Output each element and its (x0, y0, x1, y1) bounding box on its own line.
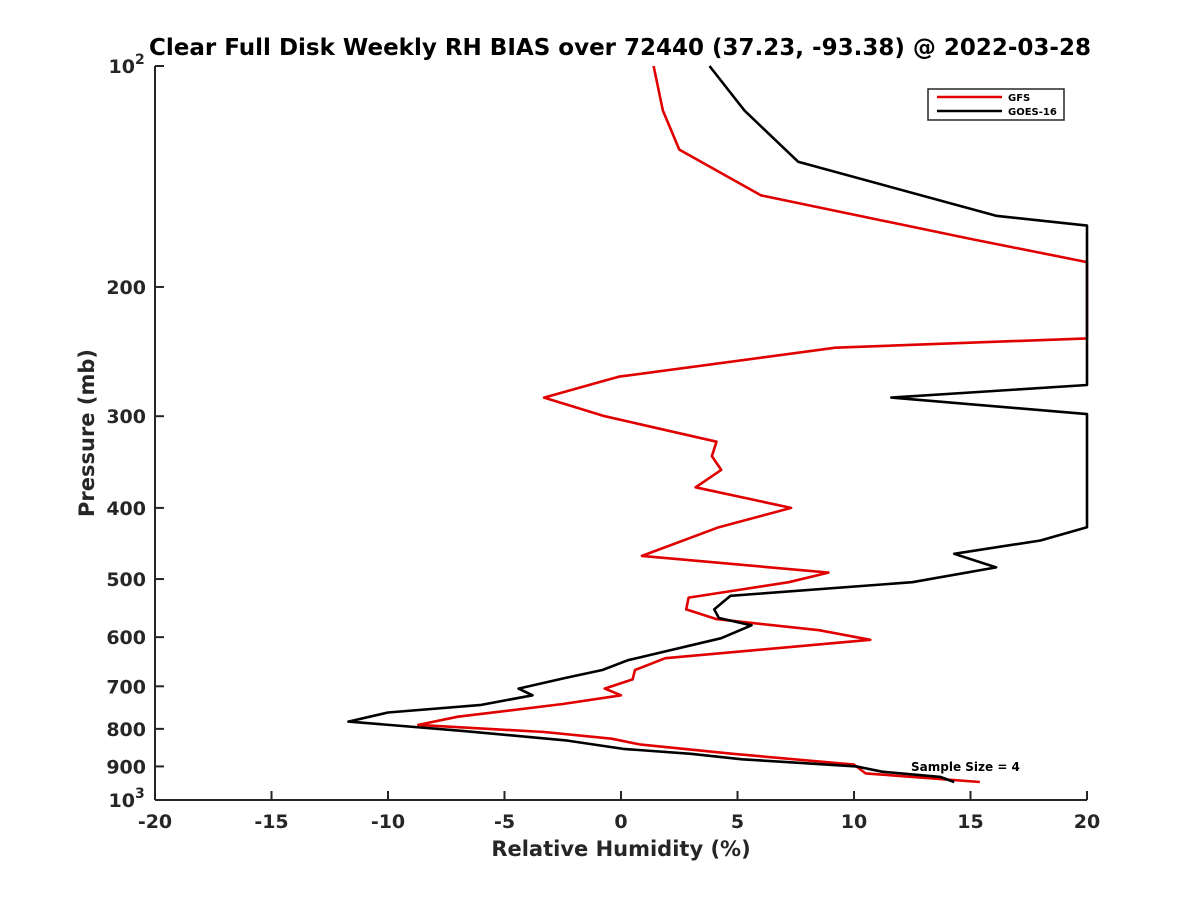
x-tick-label: 0 (614, 811, 627, 833)
series-line-gfs (416, 65, 1089, 784)
legend: GFS GOES-16 (927, 88, 1065, 121)
y-axis-label: Pressure (mb) (75, 349, 99, 517)
y-tick-label: 800 (106, 719, 146, 741)
y-tick-label: 200 (106, 277, 146, 299)
y-tick-label: 10 2 (109, 52, 145, 78)
x-tick-label: 5 (731, 811, 744, 833)
legend-label-goes-16: GOES-16 (1008, 107, 1057, 118)
y-tick-label-base: 10 (109, 56, 135, 78)
y-tick-label: 300 (106, 406, 146, 428)
plot-area: -20 -15 -10 -5 0 5 10 15 20 10 220030040050060070… (106, 52, 1100, 833)
x-axis-label: Relative Humidity (%) (491, 837, 750, 861)
x-tick-label: -5 (494, 811, 515, 833)
y-tick-label: 700 (106, 676, 146, 698)
y-tick-label: 400 (106, 498, 146, 520)
x-tick-label: -15 (254, 811, 288, 833)
series-layer (347, 65, 1089, 784)
legend-label-gfs: GFS (1008, 93, 1030, 104)
x-tick-label: 10 (841, 811, 867, 833)
series-line-goes-16 (347, 65, 1089, 784)
x-tick-label: -10 (371, 811, 405, 833)
y-tick-label-base: 10 (109, 790, 135, 812)
legend-box (927, 88, 1065, 121)
chart-title: Clear Full Disk Weekly RH BIAS over 7244… (149, 35, 1091, 61)
y-tick-label: 500 (106, 569, 146, 591)
x-tick-label: -20 (138, 811, 172, 833)
sample-size-annotation: Sample Size = 4 (911, 760, 1020, 774)
y-tick-label-exponent: 2 (135, 52, 145, 68)
x-tick-label: 20 (1074, 811, 1100, 833)
x-tick-label: 15 (957, 811, 983, 833)
y-tick-label: 10 3 (109, 786, 145, 812)
y-tick-label: 900 (106, 756, 146, 778)
y-tick-label-exponent: 3 (135, 786, 145, 802)
x-ticks: -20 -15 -10 -5 0 5 10 15 20 (138, 791, 1100, 833)
y-tick-label: 600 (106, 627, 146, 649)
